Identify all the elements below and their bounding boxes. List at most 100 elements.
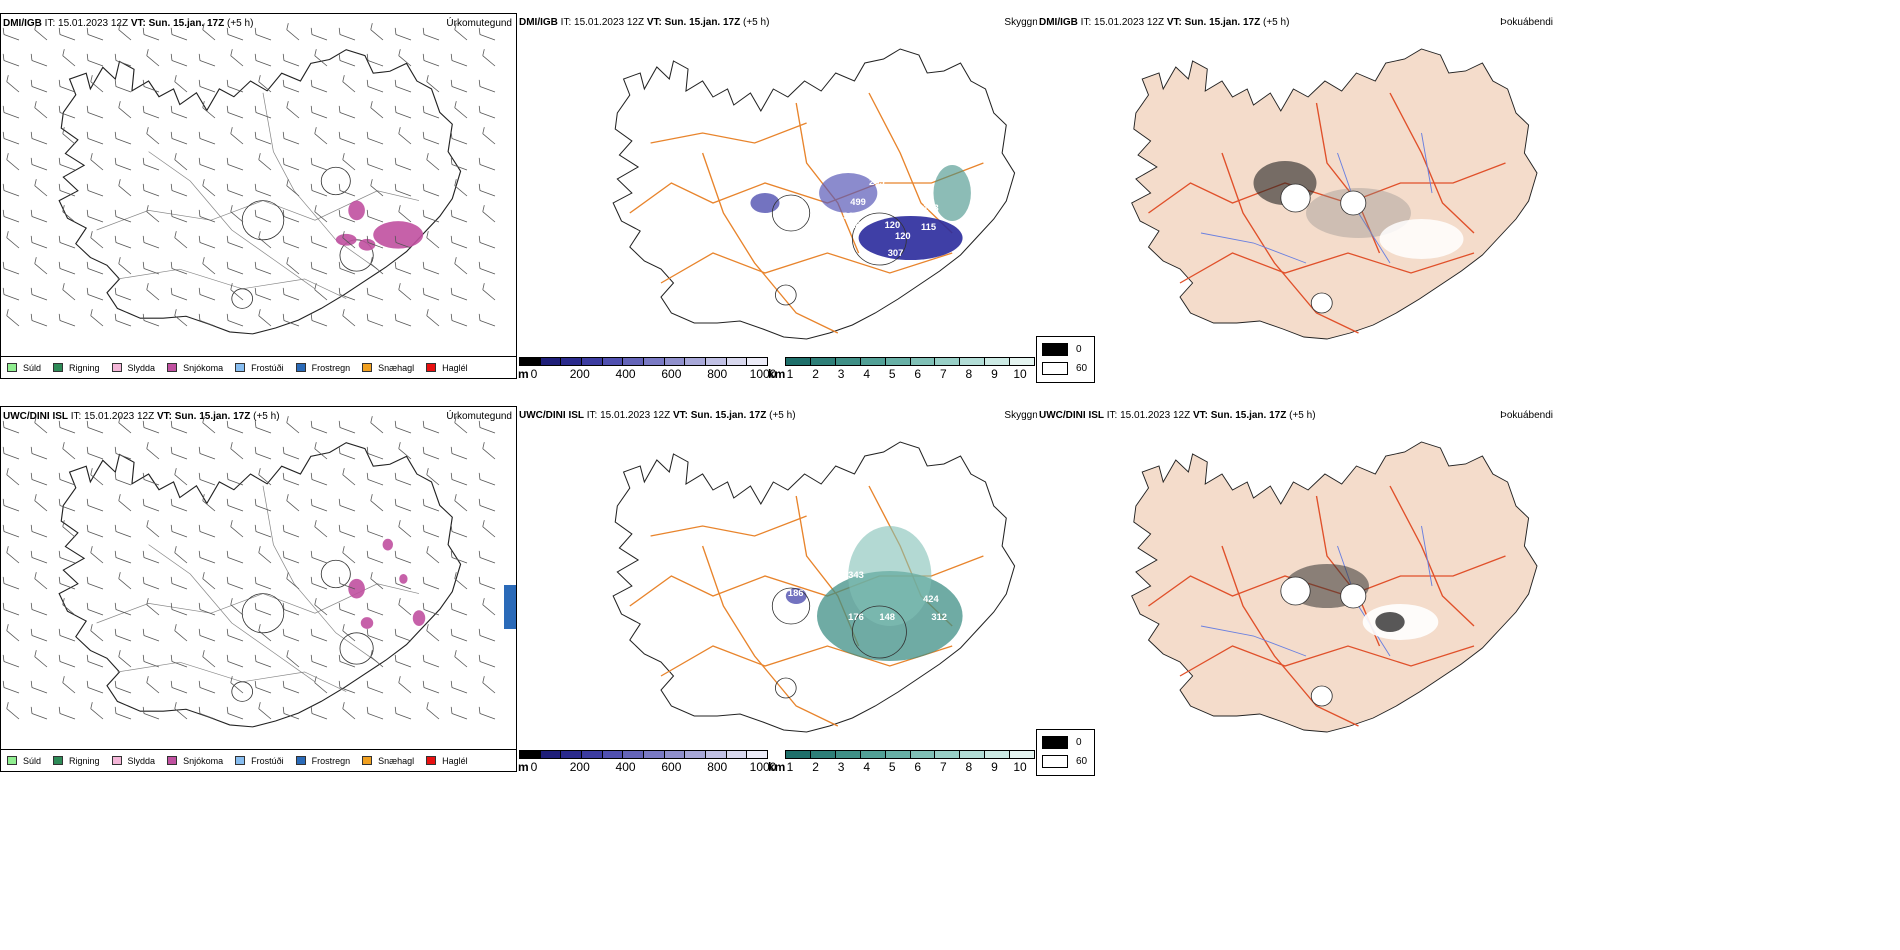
barb-flag [314, 49, 317, 56]
barb-flag [34, 572, 37, 579]
colorbar-tick-label: 4 [863, 367, 870, 381]
barb-flag [454, 257, 457, 264]
legend-label: Snjókoma [183, 362, 224, 373]
wind-barb [2, 576, 20, 590]
barb-staff [479, 427, 496, 434]
wind-barb [142, 654, 160, 668]
wind-barb [450, 209, 468, 223]
wind-barb [282, 131, 300, 145]
barb-flag [142, 472, 145, 480]
wind-barb [86, 446, 104, 460]
barb-staff [451, 557, 468, 564]
barb-staff [283, 242, 300, 249]
wind-barb [282, 706, 300, 720]
freezing-rain-area [504, 585, 516, 629]
legend-item: Snjókoma [167, 363, 223, 373]
wind-barb [58, 706, 76, 720]
wind-barb [254, 446, 272, 460]
wind-barb [254, 261, 272, 275]
colorbar-tick-label: 6 [914, 367, 922, 381]
wind-barb [170, 446, 188, 460]
barb-staff [199, 242, 216, 249]
wind-barb [282, 680, 300, 694]
barb-staff [171, 687, 188, 694]
wind-barb [174, 75, 188, 93]
barb-flag [342, 468, 345, 475]
barb-flag [366, 131, 369, 139]
barb-staff [451, 164, 468, 171]
wind-barb [422, 261, 440, 275]
barb-staff [370, 500, 384, 512]
colorbar-cells [519, 357, 768, 366]
wind-barb [254, 680, 272, 694]
barb-staff [258, 159, 272, 171]
wind-barb [282, 472, 300, 486]
barb-flag [58, 706, 61, 714]
barb-flag [282, 79, 285, 87]
barb-staff [199, 164, 216, 171]
river-line [1421, 132, 1433, 194]
river-line [1421, 525, 1433, 587]
barb-flag [62, 598, 65, 605]
barb-staff [227, 34, 244, 41]
wind-barb [146, 598, 160, 616]
barb-flag [230, 127, 233, 134]
wind-barb [114, 235, 132, 249]
barb-staff [31, 242, 48, 249]
wind-barb [170, 654, 188, 668]
barb-staff [87, 505, 104, 512]
barb-flag [170, 209, 173, 217]
barb-staff [90, 237, 104, 249]
road-line [1179, 252, 1475, 284]
barb-flag [450, 446, 453, 454]
panel-header: UWC/DINI ISL IT: 15.01.2023 12Z VT: Sun.… [519, 410, 796, 421]
barb-flag [114, 53, 117, 61]
wind-barb [202, 23, 216, 41]
barb-flag [142, 576, 145, 584]
wind-barb [282, 209, 300, 223]
barb-staff [174, 81, 188, 93]
barb-staff [6, 237, 20, 249]
barb-flag [198, 79, 201, 87]
wind-barb [310, 498, 328, 512]
barb-staff [115, 164, 132, 171]
wind-barb [30, 157, 48, 171]
barb-staff [395, 583, 412, 590]
barb-staff [199, 86, 216, 93]
wind-barb [426, 546, 440, 564]
barb-staff [143, 268, 160, 275]
wind-barb [478, 472, 496, 486]
barb-flag [254, 420, 257, 428]
barb-flag [2, 446, 5, 454]
barb-flag [422, 209, 425, 217]
barb-flag [198, 524, 201, 532]
wind-barb [366, 157, 384, 171]
barb-staff [367, 531, 384, 538]
colorbar-unit: m [518, 367, 529, 381]
glacier-outline [771, 587, 811, 625]
legend-label: Frostúði [251, 755, 284, 766]
barb-flag [90, 153, 93, 160]
wind-barb [454, 101, 468, 119]
barb-flag [394, 261, 397, 269]
barb-flag [58, 79, 61, 87]
wind-barb [366, 287, 384, 301]
wind-barb [30, 53, 48, 67]
wind-barb [450, 550, 468, 564]
barb-flag [450, 209, 453, 217]
barb-staff [482, 211, 496, 223]
colorbar-tick-label: 200 [569, 367, 590, 381]
wind-barb [426, 702, 440, 720]
wind-barb [114, 157, 132, 171]
barb-staff [146, 133, 160, 145]
legend-label: Snjókoma [183, 755, 224, 766]
barb-flag [314, 283, 317, 290]
wind-barb [394, 105, 412, 119]
barb-flag [258, 468, 261, 475]
wind-barb [6, 231, 20, 249]
barb-flag [254, 131, 257, 139]
wind-barb [142, 183, 160, 197]
wind-barb [338, 183, 356, 197]
barb-flag [422, 602, 425, 610]
